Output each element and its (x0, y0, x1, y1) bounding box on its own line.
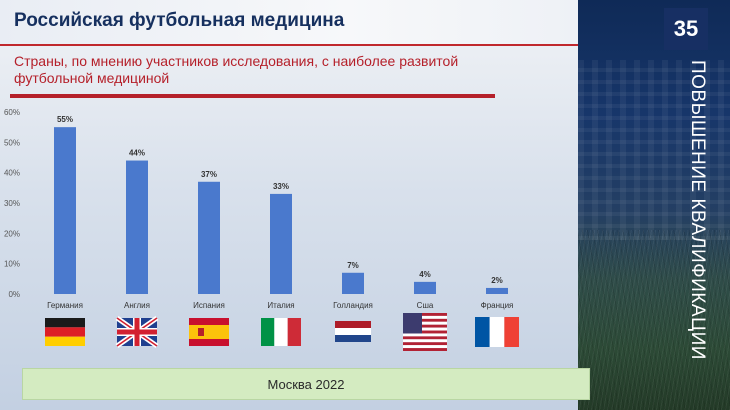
usa-flag (403, 313, 447, 351)
footer-text: Москва 2022 (267, 376, 345, 392)
data-label: 55% (57, 115, 73, 124)
category-label: Италия (267, 301, 294, 310)
subtitle-rule (10, 94, 495, 98)
data-label: 33% (273, 182, 289, 191)
bar (54, 127, 76, 295)
bar (414, 281, 436, 294)
title-band (0, 0, 578, 44)
y-tick-label: 0% (8, 290, 20, 299)
category-label: Франция (481, 301, 514, 310)
bar-chart: 0% 10% 20% 30% 40% 50% 60% 55% Германия 44% Англия… (4, 108, 519, 351)
italy-flag (261, 318, 301, 346)
side-label-box: ПОВЫШЕНИЕ КВАЛИФИКАЦИИ (686, 60, 716, 360)
data-label: 7% (347, 261, 359, 270)
y-tick-label: 30% (4, 199, 20, 208)
y-tick-label: 40% (4, 169, 20, 178)
category-label: Англия (124, 301, 150, 310)
uk-flag (115, 315, 159, 349)
side-panel (578, 0, 730, 410)
bar (342, 272, 364, 294)
data-label: 44% (129, 149, 145, 158)
france-flag (475, 317, 519, 347)
netherlands-flag (335, 321, 371, 342)
category-label: Голландия (333, 301, 373, 310)
page-number: 35 (664, 8, 708, 50)
germany-flag (45, 318, 85, 346)
y-tick-label: 10% (4, 260, 20, 269)
y-tick-label: 60% (4, 108, 20, 117)
side-label: ПОВЫШЕНИЕ КВАЛИФИКАЦИИ (687, 60, 708, 360)
category-label: Испания (193, 301, 225, 310)
data-label: 2% (491, 276, 503, 285)
y-tick-label: 20% (4, 229, 20, 238)
y-tick-label: 50% (4, 138, 20, 147)
bar (198, 181, 220, 294)
grass-field-image (578, 230, 730, 410)
data-label: 4% (419, 270, 431, 279)
stadium-stands-image (578, 60, 730, 240)
footer-box: Москва 2022 (22, 368, 590, 400)
category-label: Германия (47, 301, 83, 310)
bar (126, 160, 148, 294)
slide-title: Российская футбольная медицина (14, 10, 345, 31)
spain-flag (189, 318, 229, 346)
category-label: Сша (417, 301, 434, 310)
bar (270, 193, 292, 294)
title-rule (0, 44, 578, 46)
slide-subtitle: Страны, по мнению участников исследовани… (14, 53, 459, 86)
data-label: 37% (201, 170, 217, 179)
bar (486, 287, 508, 294)
